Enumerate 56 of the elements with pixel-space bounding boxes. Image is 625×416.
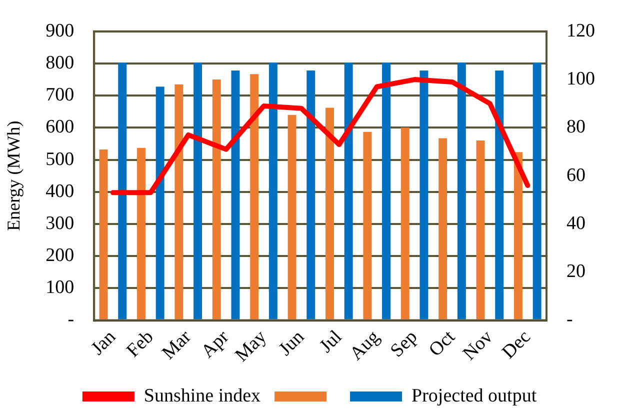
bar (476, 140, 485, 320)
bar (231, 70, 240, 320)
y-tick-label: 800 (46, 52, 74, 74)
bar (400, 128, 410, 320)
x-tick-label: Mar (158, 326, 196, 364)
x-tick-label: May (231, 326, 272, 366)
bar (382, 62, 391, 320)
x-tick-label: Feb (122, 326, 158, 362)
y-tick-label: 200 (46, 245, 74, 266)
bar (99, 150, 108, 320)
bar (495, 70, 504, 320)
bar (174, 84, 184, 320)
bar (194, 62, 202, 320)
bar (118, 62, 127, 320)
bar (363, 132, 372, 320)
bar (420, 70, 428, 320)
x-tick-label: Nov (459, 326, 498, 365)
x-tick-label: Sep (386, 326, 422, 362)
y2-tick-label: 20 (566, 261, 586, 282)
y2-tick-label: 120 (566, 20, 595, 42)
x-tick-label: Oct (425, 326, 460, 361)
bar (156, 86, 164, 320)
bar (212, 80, 221, 320)
y2-tick-label: 80 (566, 116, 586, 138)
bar (514, 152, 522, 320)
bar (457, 62, 466, 320)
bar (344, 62, 353, 320)
x-tick-label: Aug (346, 326, 384, 365)
x-tick-label: Apr (197, 326, 234, 362)
y-tick-label: - (68, 309, 74, 330)
bar (306, 70, 316, 320)
y-tick-label: 300 (46, 212, 74, 234)
y2-tick-label: 40 (566, 212, 586, 234)
y2-tick-label: 100 (566, 68, 595, 90)
x-tick-label: Jan (87, 326, 120, 360)
y2-tick-label: 60 (566, 164, 586, 186)
y-axis-title: Energy (MWh) (4, 120, 24, 231)
y-tick-label: 400 (46, 180, 74, 202)
bar (438, 138, 448, 320)
y-tick-label: 500 (46, 148, 74, 170)
y-tick-label: 100 (46, 277, 74, 298)
legend-label: Projected output (412, 385, 538, 406)
bar (325, 108, 334, 320)
bar (268, 62, 278, 320)
x-tick-label: Jul (316, 326, 346, 358)
y2-tick-label: - (566, 309, 573, 330)
legend-label: Sunshine index (144, 385, 262, 406)
bar (288, 114, 296, 320)
bar (250, 74, 259, 320)
bar (136, 148, 146, 320)
y-tick-label: 700 (46, 84, 74, 106)
y-tick-label: 900 (46, 20, 74, 42)
y-tick-label: 600 (46, 116, 74, 138)
x-tick-label: Dec (498, 326, 535, 364)
x-tick-label: Jun (274, 326, 309, 360)
bar (532, 62, 542, 320)
